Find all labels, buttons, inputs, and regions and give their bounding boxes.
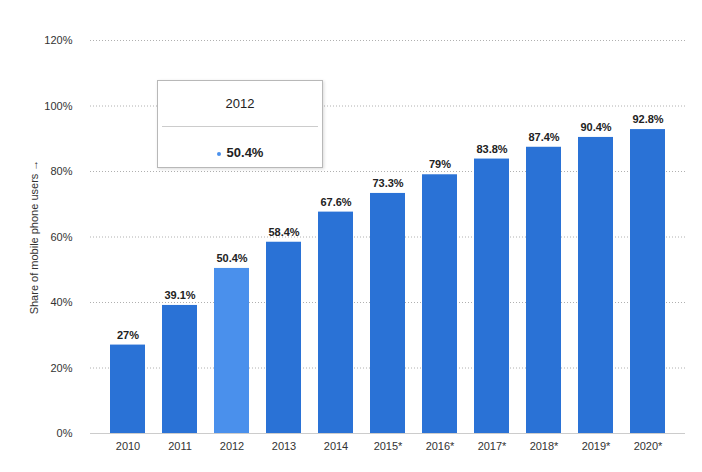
svg-text:Share of mobile phone users →: Share of mobile phone users → xyxy=(28,160,40,315)
svg-text:90.4%: 90.4% xyxy=(580,121,611,133)
svg-text:2018*: 2018* xyxy=(530,440,559,452)
svg-text:83.8%: 83.8% xyxy=(476,143,507,155)
svg-text:2014: 2014 xyxy=(324,440,348,452)
svg-text:67.6%: 67.6% xyxy=(320,196,351,208)
svg-text:2011: 2011 xyxy=(168,440,192,452)
svg-text:87.4%: 87.4% xyxy=(528,131,559,143)
html-text:2012: 2012 xyxy=(225,96,255,111)
html-text:50.4%: 50.4% xyxy=(226,145,264,160)
svg-text:2016*: 2016* xyxy=(426,440,455,452)
svg-text:92.8%: 92.8% xyxy=(632,113,663,125)
svg-text:2020*: 2020* xyxy=(634,440,663,452)
svg-text:73.3%: 73.3% xyxy=(372,177,403,189)
svg-text:2015*: 2015* xyxy=(374,440,403,452)
svg-text:79%: 79% xyxy=(429,158,451,170)
svg-text:39.1%: 39.1% xyxy=(164,289,195,301)
svg-text:2017*: 2017* xyxy=(478,440,507,452)
svg-text:40%: 40% xyxy=(50,296,72,308)
svg-text:100%: 100% xyxy=(44,100,72,112)
svg-text:120%: 120% xyxy=(44,34,72,46)
svg-text:0%: 0% xyxy=(57,427,73,439)
svg-text:20%: 20% xyxy=(50,362,72,374)
svg-text:2012: 2012 xyxy=(220,440,244,452)
svg-text:60%: 60% xyxy=(50,231,72,243)
svg-text:2013: 2013 xyxy=(272,440,296,452)
svg-text:27%: 27% xyxy=(117,329,139,341)
svg-text:2010: 2010 xyxy=(116,440,140,452)
svg-text:2019*: 2019* xyxy=(582,440,611,452)
svg-text:58.4%: 58.4% xyxy=(268,226,299,238)
svg-text:50.4%: 50.4% xyxy=(216,252,247,264)
svg-text:80%: 80% xyxy=(50,165,72,177)
